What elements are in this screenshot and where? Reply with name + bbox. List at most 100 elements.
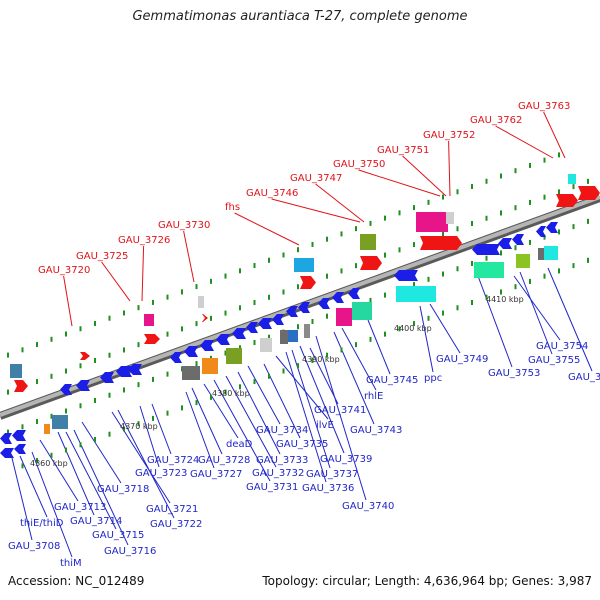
position-tick <box>50 336 53 342</box>
position-tick <box>36 419 38 425</box>
position-tick <box>442 271 444 277</box>
position-tick <box>413 282 415 288</box>
gene-label: GAU_3735 <box>276 439 328 450</box>
position-tick <box>7 352 9 358</box>
position-tick <box>500 289 502 295</box>
operon-box <box>538 248 546 260</box>
position-tick <box>195 321 198 327</box>
leader-line <box>73 429 129 546</box>
position-tick <box>195 284 198 290</box>
position-tick <box>224 350 227 356</box>
position-tick <box>21 347 24 353</box>
gene-label: fhs <box>225 202 240 213</box>
gene-label: GAU_3734 <box>256 425 308 436</box>
leader-line <box>139 405 160 468</box>
gene-label: GAU_3724 <box>147 455 199 466</box>
position-tick <box>355 342 357 348</box>
gene-label: GAU_3743 <box>350 425 402 436</box>
position-tick <box>456 305 459 311</box>
gene-label: GAU_3732 <box>252 468 304 479</box>
position-tick <box>529 199 531 205</box>
position-tick <box>572 263 575 269</box>
reverse-gene-arrow <box>272 314 284 325</box>
gene-label: thiE/thiD <box>20 518 64 529</box>
gene-label: GAU_3725 <box>76 251 128 262</box>
leader-line <box>185 391 215 469</box>
operon-box <box>544 246 558 260</box>
gene-label: GAU_3747 <box>290 173 342 184</box>
position-tick <box>297 284 299 290</box>
position-tick <box>195 361 198 367</box>
position-tick <box>514 284 517 290</box>
position-tick <box>485 255 488 261</box>
axis-tick-label: 4390 kbp <box>302 355 340 364</box>
position-tick <box>587 178 589 184</box>
gene-label: GAU_3751 <box>377 145 429 156</box>
leader-line <box>111 411 171 504</box>
gene-label: GAU_3708 <box>8 541 60 552</box>
forward-gene-arrow <box>300 276 316 289</box>
position-tick <box>572 184 575 190</box>
reverse-gene-arrow <box>246 322 258 333</box>
position-tick <box>181 405 183 411</box>
position-tick <box>442 310 444 316</box>
gene-label: GAU_3715 <box>92 530 144 541</box>
gene-label: GAU_3730 <box>158 220 210 231</box>
axis-tick-label: 4360 kbp <box>30 459 68 468</box>
reverse-gene-arrow <box>170 352 182 363</box>
position-tick <box>79 403 82 409</box>
operon-box <box>52 415 68 429</box>
operon-box <box>44 424 50 434</box>
position-tick <box>224 389 227 395</box>
accession-text: Accession: NC_012489 <box>8 574 145 588</box>
reverse-gene-arrow <box>128 364 142 375</box>
genome-summary-text: Topology: circular; Length: 4,636,964 bp… <box>262 574 592 588</box>
reverse-gene-arrow <box>0 448 14 458</box>
position-tick <box>384 292 386 298</box>
operon-box <box>260 338 272 352</box>
position-tick <box>543 273 546 279</box>
gene-label: GAU_3754 <box>536 341 588 352</box>
position-tick <box>355 226 357 232</box>
position-tick <box>36 379 38 385</box>
position-tick <box>166 410 169 416</box>
gene-label: GAU_3750 <box>333 159 385 170</box>
position-tick <box>36 342 38 348</box>
gene-label: GAU_3756 <box>568 372 600 383</box>
reverse-gene-arrow <box>286 306 298 317</box>
position-tick <box>21 463 24 469</box>
leader-line <box>271 198 361 223</box>
gene-label: GAU_3728 <box>198 455 250 466</box>
position-tick <box>529 278 531 284</box>
gene-label: GAU_3731 <box>246 482 298 493</box>
gene-label: GAU_3753 <box>488 368 540 379</box>
gene-label: rhlE <box>364 391 383 402</box>
position-tick <box>398 247 401 253</box>
reverse-gene-arrow <box>258 318 272 329</box>
position-tick <box>340 268 343 274</box>
position-tick <box>297 363 299 369</box>
position-tick <box>485 294 488 300</box>
reverse-gene-arrow <box>512 234 524 245</box>
operon-box <box>10 364 22 378</box>
axis-tick-label: 4410 kbp <box>486 295 524 304</box>
leader-line <box>101 261 131 302</box>
position-tick <box>384 215 386 221</box>
position-tick <box>500 250 502 256</box>
forward-gene-arrow <box>556 194 578 207</box>
position-tick <box>558 268 560 274</box>
gene-label: thiM <box>60 558 82 569</box>
position-tick <box>166 331 169 337</box>
leader-line <box>333 331 375 425</box>
position-tick <box>79 442 82 448</box>
position-tick <box>485 178 488 184</box>
reverse-gene-arrow <box>200 340 214 351</box>
reverse-gene-arrow <box>472 244 500 255</box>
reverse-gene-arrow <box>184 346 198 357</box>
gene-label: ilvE <box>316 420 334 431</box>
leader-line <box>367 319 391 375</box>
position-tick <box>413 205 415 211</box>
position-tick <box>558 152 560 158</box>
reverse-gene-arrow <box>348 288 360 299</box>
position-tick <box>282 252 285 258</box>
